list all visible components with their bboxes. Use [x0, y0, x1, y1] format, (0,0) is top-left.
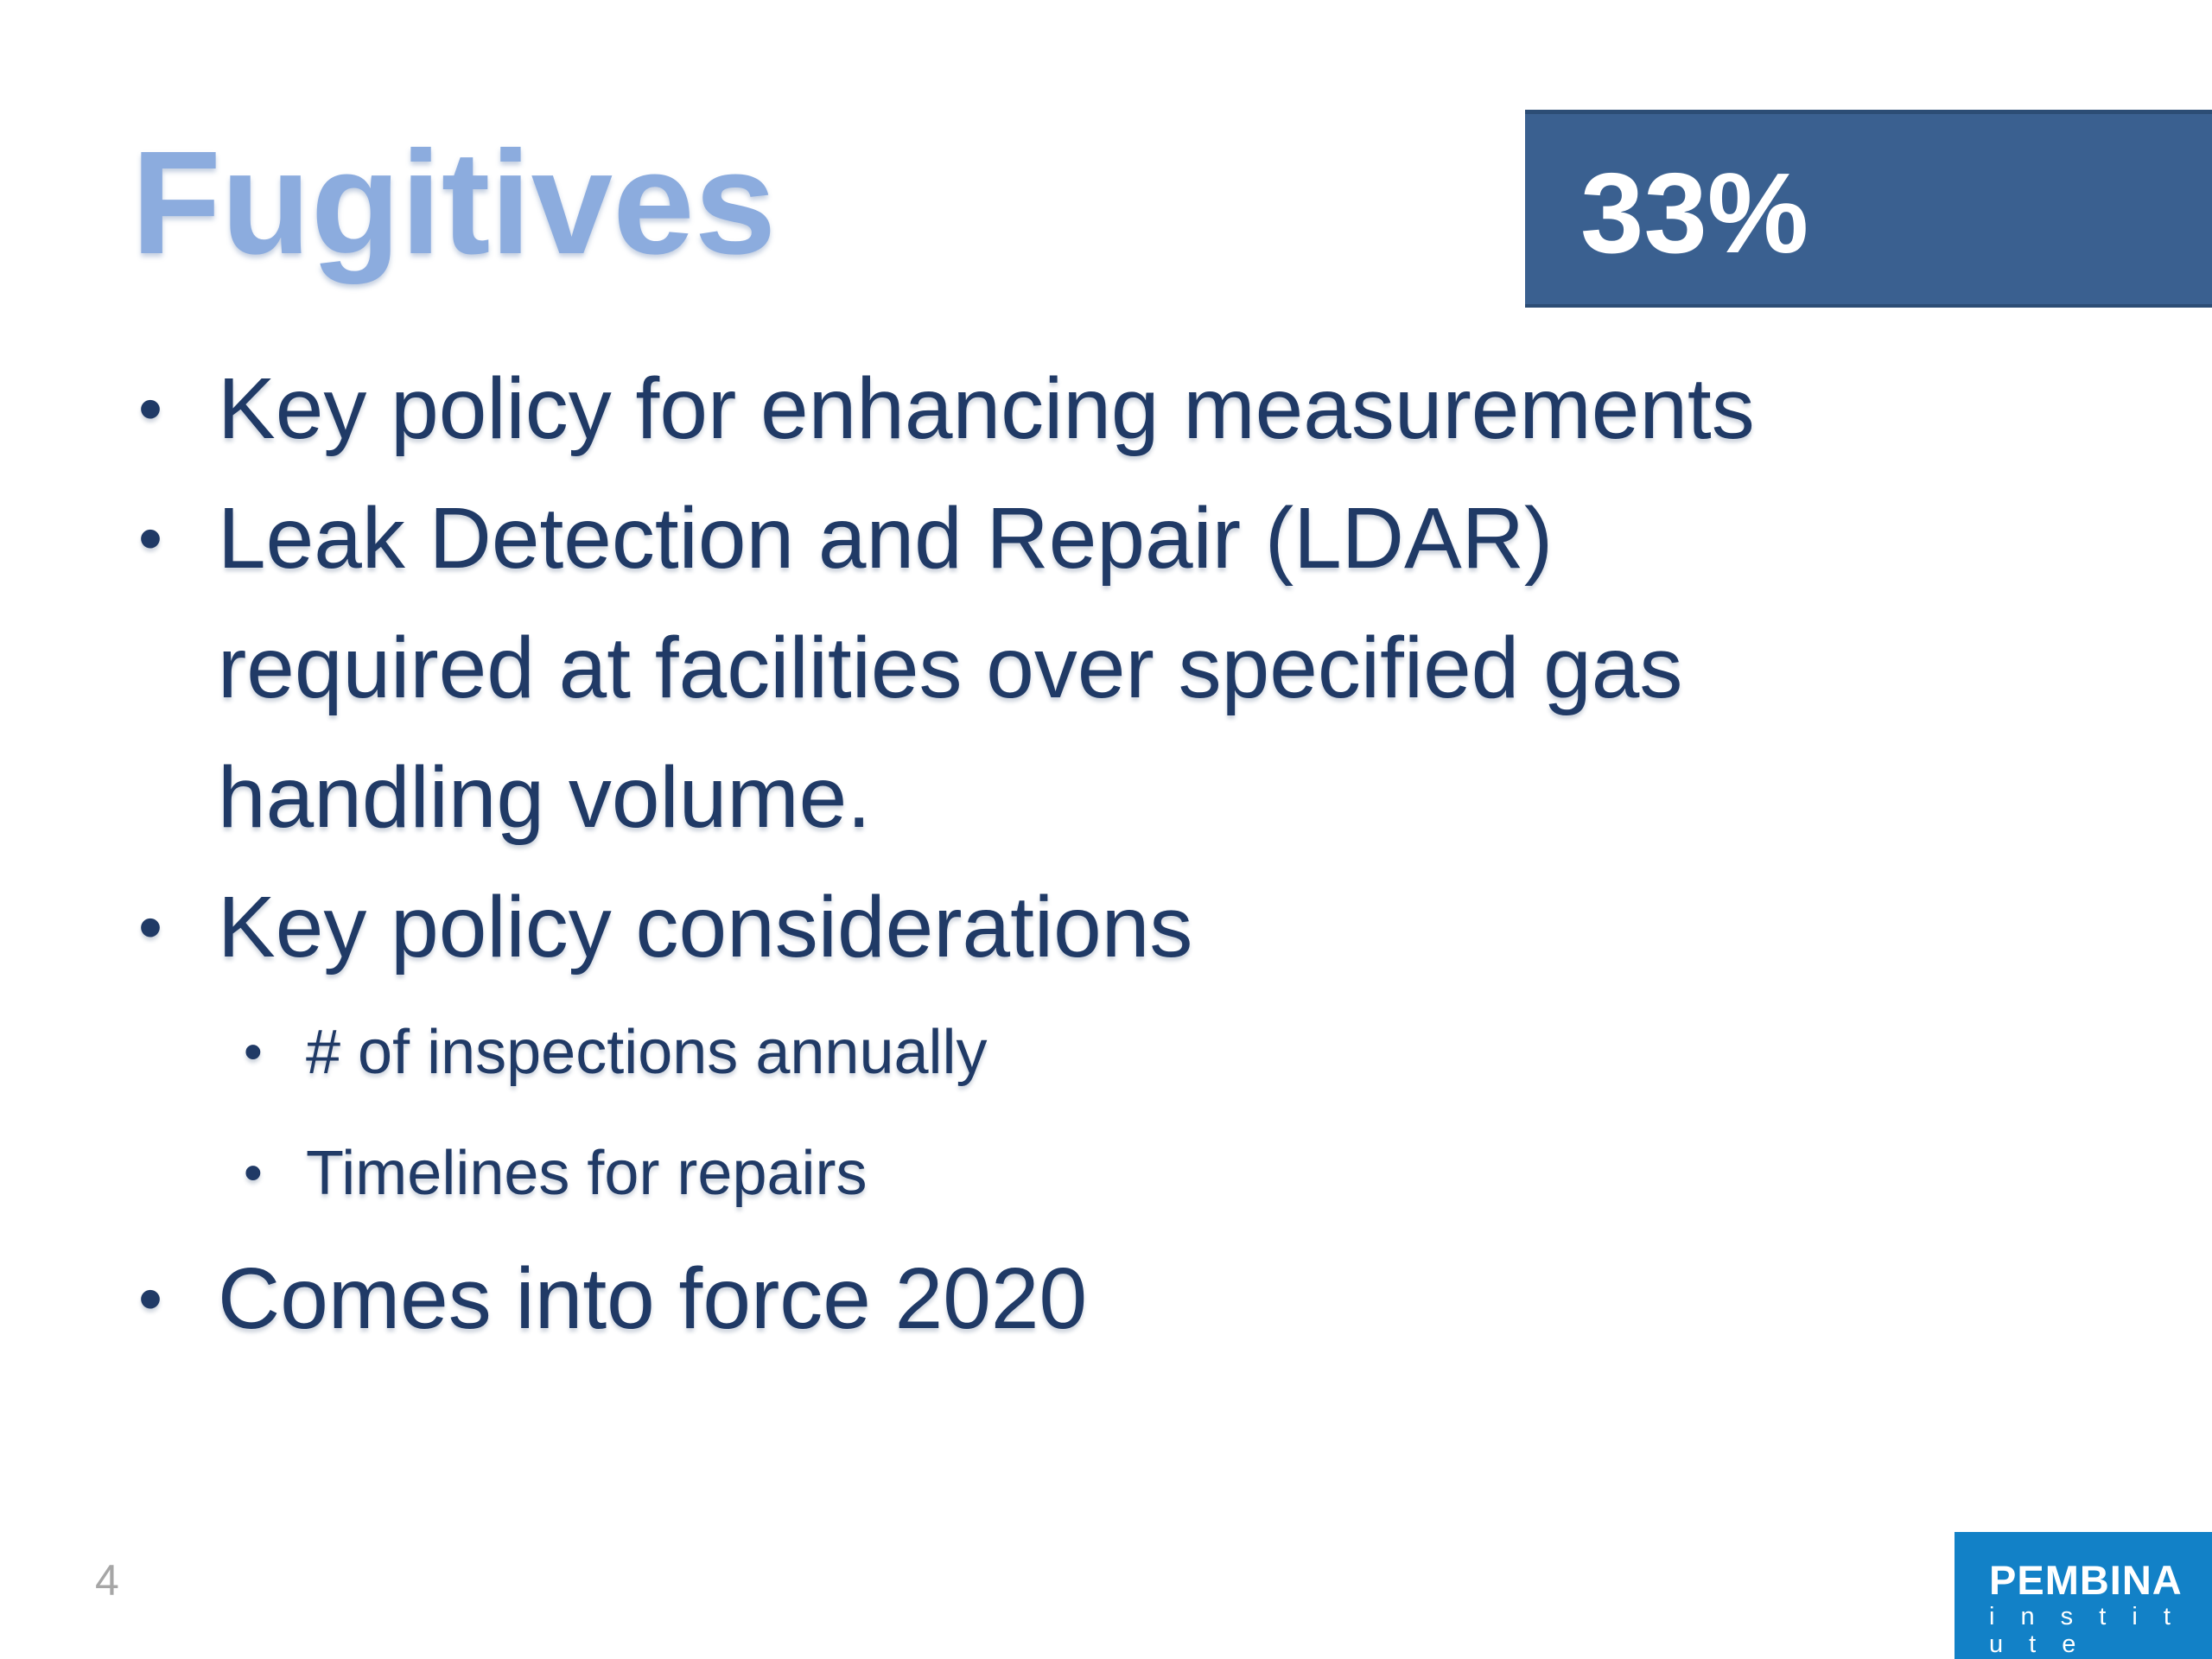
bullet-text: Key policy considerations — [218, 879, 1193, 976]
sub-bullet-item: • Timelines for repairs — [244, 1113, 2108, 1234]
bullet-icon: • — [244, 1143, 263, 1203]
bullet-item: • Comes into force 2020 — [138, 1234, 2108, 1363]
page-number: 4 — [95, 1556, 119, 1605]
bullet-icon: • — [138, 1260, 163, 1337]
bullet-icon: • — [138, 888, 163, 965]
percentage-badge: 33% — [1525, 110, 2212, 308]
bullet-icon: • — [138, 370, 163, 447]
slide-title: Fugitives — [131, 121, 777, 285]
bullet-text: Comes into force 2020 — [218, 1250, 1088, 1347]
bullet-text: Leak Detection and Repair (LDAR) require… — [218, 490, 1683, 846]
bullet-text: Key policy for enhancing measurements — [218, 360, 1755, 457]
bullet-item: • Leak Detection and Repair (LDAR) requi… — [138, 474, 2108, 862]
sub-bullet-item: • # of inspections annually — [244, 992, 2108, 1113]
bullet-item: • Key policy for enhancing measurements — [138, 344, 2108, 474]
logo-wordmark: PEMBINA — [1989, 1557, 2183, 1603]
bullet-icon: • — [138, 499, 163, 576]
pembina-logo: PEMBINA i n s t i t u t e — [1955, 1532, 2212, 1659]
percentage-value: 33% — [1580, 149, 1809, 276]
sub-bullet-text: Timelines for repairs — [306, 1139, 868, 1208]
bullet-icon: • — [244, 1022, 263, 1082]
sub-bullet-text: # of inspections annually — [306, 1018, 988, 1087]
logo-subtitle: i n s t i t u t e — [1989, 1603, 2180, 1658]
bullet-list: • Key policy for enhancing measurements … — [138, 344, 2108, 1363]
bullet-item: • Key policy considerations — [138, 862, 2108, 992]
